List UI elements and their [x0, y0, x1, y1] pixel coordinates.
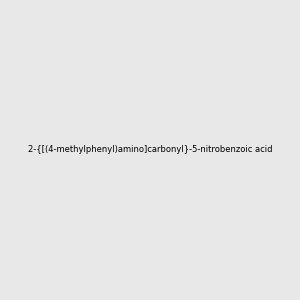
Text: 2-{[(4-methylphenyl)amino]carbonyl}-5-nitrobenzoic acid: 2-{[(4-methylphenyl)amino]carbonyl}-5-ni… — [28, 146, 272, 154]
